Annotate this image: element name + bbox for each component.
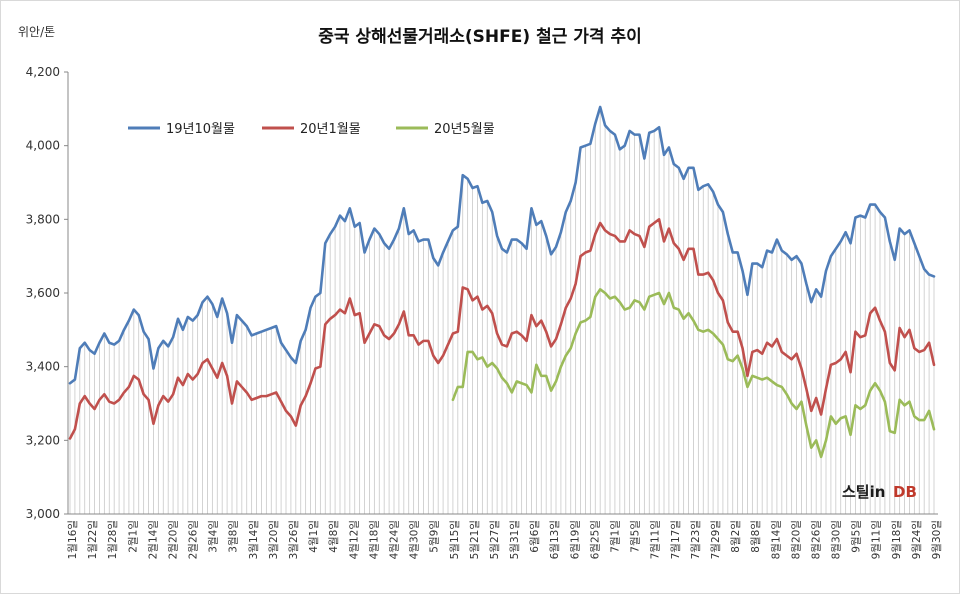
axes [64,71,938,515]
x-tick-label: 4월18일 [367,520,380,559]
legend-label: 20년5월물 [434,122,495,137]
series-line-1 [68,105,936,385]
x-tick-label: 7월11일 [649,520,662,559]
x-tick-label: 3월20일 [267,520,280,559]
x-tick-label: 4월12일 [347,520,360,559]
series-lines [68,105,936,459]
y-tick-label: 3,800 [26,212,60,226]
x-tick-label: 2월1일 [126,520,139,553]
y-tick-label: 4,200 [26,65,60,79]
series-line-2 [68,218,936,440]
x-tick-label: 6월25일 [588,520,601,559]
y-tick-label: 3,000 [26,507,60,521]
x-tick-label: 7월29일 [709,520,722,559]
x-tick-label: 9월24일 [910,520,923,559]
chart-title: 중국 상해선물거래소(SHFE) 철근 가격 추이 [318,27,642,47]
x-tick-label: 9월5일 [850,520,863,553]
x-tick-label: 8월20일 [789,520,802,559]
logo-db-text: DB [893,483,917,501]
x-tick-label: 5월31일 [508,520,521,559]
x-tick-label: 1월22일 [86,520,99,559]
x-tick-label: 2월14일 [146,520,159,559]
x-tick-label: 6월6일 [528,520,541,553]
series-line-3 [451,288,936,459]
x-tick-label: 7월23일 [689,520,702,559]
logo-text: 스틸in [842,483,885,501]
legend-label: 19년10월물 [166,122,235,137]
x-tick-label: 3월26일 [287,520,300,559]
legend: 19년10월물 20년1월물 20년5월물 [128,122,495,137]
x-tick-label: 8월8일 [749,520,762,553]
y-axis-unit-label: 위안/톤 [18,25,55,39]
x-tick-label: 8월30일 [830,520,843,559]
x-tick-label: 3월14일 [247,520,260,559]
y-tick-labels: 3,000 3,200 3,400 3,600 3,800 4,000 4,200 [26,65,60,521]
x-tick-label: 5월27일 [488,520,501,559]
steelin-db-logo: 스틸in DB [842,483,917,501]
x-tick-label: 4월8일 [327,520,340,553]
x-tick-label: 5월21일 [468,520,481,559]
x-tick-label: 7월17일 [669,520,682,559]
x-tick-label: 8월2일 [729,520,742,553]
x-tick-label: 4월30일 [408,520,421,559]
x-tick-label: 1월28일 [106,520,119,559]
x-tick-label: 6월13일 [548,520,561,559]
x-tick-label: 2월26일 [187,520,200,559]
y-tick-label: 4,000 [26,139,60,153]
x-tick-label: 2월20일 [166,520,179,559]
x-tick-label: 9월18일 [890,520,903,559]
x-tick-label: 4월24일 [387,520,400,559]
x-tick-label: 3월8일 [227,520,240,553]
y-tick-label: 3,600 [26,286,60,300]
x-tick-label: 4월1일 [307,520,320,553]
x-tick-label: 6월19일 [568,520,581,559]
x-tick-label: 5월15일 [448,520,461,559]
x-tick-label: 1월16일 [66,520,79,559]
x-tick-labels: 1월16일 1월22일 1월28일 2월1일 2월14일 2월20일 2월26일 3월4일 3월… [66,520,943,559]
x-tick-label: 8월26일 [809,520,822,559]
legend-label: 20년1월물 [300,122,361,137]
y-tick-label: 3,400 [26,360,60,374]
x-tick-label: 9월11일 [870,520,883,559]
x-tick-label: 9월30일 [930,520,943,559]
x-tick-label: 7월5일 [629,520,642,553]
x-tick-label: 7월1일 [609,520,622,553]
x-tick-label: 8월14일 [769,520,782,559]
y-tick-label: 3,200 [26,433,60,447]
x-tick-label: 3월4일 [207,520,220,553]
x-tick-label: 5월9일 [428,520,441,553]
grid-lines [69,106,935,514]
